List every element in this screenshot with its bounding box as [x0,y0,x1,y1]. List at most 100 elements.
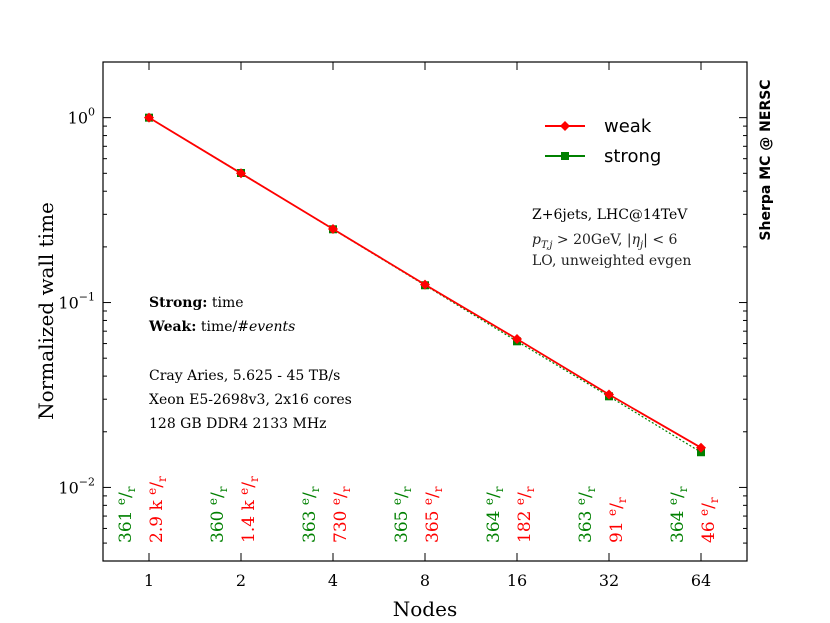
cuts-rest1: > 20GeV, | [552,232,631,248]
rate-weak-unit-slash: / [147,482,167,488]
legend: weak strong [545,116,661,167]
rate-strong-unit-num: e [666,498,680,505]
rate-weak: 365 e/r [421,486,445,543]
rate-strong-unit-num: e [574,498,588,505]
cuts-eta-sub: j [638,240,643,251]
rate-weak-value: 91 [607,516,627,543]
rate-weak-unit-slash: / [607,503,627,509]
y-tick-base: 10 [68,109,88,128]
rate-weak-unit-num: e [421,498,435,505]
cuts-rest2: | < 6 [643,232,677,248]
rate-strong-unit-den: r [584,486,598,492]
rate-weak-unit-num: e [145,488,159,495]
y-tick-exponent: −1 [79,291,95,304]
rate-strong-value: 363 [576,505,596,543]
rate-weak-unit-num: e [513,498,527,505]
rate-strong-unit-den: r [308,486,322,492]
x-tick-label: 1 [144,571,154,590]
rate-weak-value: 182 [515,505,535,543]
rate-weak-unit-den: r [431,486,445,492]
x-tick-label: 16 [507,571,527,590]
rate-weak-value: 730 [331,505,351,543]
rate-weak-unit-slash: / [239,482,259,488]
x-tick-label: 2 [236,571,246,590]
x-tick-label: 32 [599,571,619,590]
rate-strong-unit-slash: / [300,492,320,498]
rate-strong: 363 e/r [298,486,322,543]
rate-strong-unit-num: e [298,498,312,505]
series-layer [144,112,706,457]
rate-strong-unit-num: e [390,498,404,505]
hardware-line-1: Cray Aries, 5.625 - 45 TB/s [149,368,340,384]
rate-strong-unit-den: r [216,486,230,492]
rate-strong-unit-num: e [206,498,220,505]
rate-weak-unit-slash: / [699,503,719,509]
rate-weak-unit-den: r [707,497,721,503]
metric-weak-italic: #events [237,319,295,335]
rate-weak-unit-num: e [237,488,251,495]
rate-strong-value: 365 [392,505,412,543]
y-tick-label: 10−1 [58,291,95,313]
mode-label: LO, unweighted evgen [532,253,691,269]
y-axis-label: Normalized wall time [34,202,58,420]
rate-strong: 363 e/r [574,486,598,543]
rate-weak: 91 e/r [605,497,629,543]
y-tick-exponent: −2 [79,475,95,488]
hardware-line-2: Xeon E5-2698v3, 2x16 cores [149,392,352,408]
metric-weak-bold: Weak: [148,319,196,335]
series-weak-point [420,279,430,290]
cuts-p-sub: T,j [541,240,552,251]
rate-strong-value: 360 [208,505,228,543]
metric-weak: Weak: time/#events [148,319,295,335]
metric-strong: Strong: time [149,295,244,311]
rate-strong-value: 363 [300,505,320,543]
rate-weak-unit-den: r [615,497,629,503]
y-tick-label: 100 [68,106,95,128]
metric-weak-text: time/ [196,319,237,335]
rate-weak-value: 46 [699,516,719,543]
rate-strong-unit-slash: / [392,492,412,498]
rate-weak-unit-den: r [523,486,537,492]
rate-strong-unit-den: r [492,486,506,492]
rate-strong: 364 e/r [482,486,506,543]
rate-weak: 2.9 k e/r [145,476,169,543]
metric-strong-bold: Strong: [149,295,207,311]
y-tick-base: 10 [58,294,78,313]
rate-strong-unit-slash: / [576,492,596,498]
rate-weak: 730 e/r [329,486,353,543]
series-weak-point [604,389,614,400]
legend-strong-marker [561,152,569,160]
cuts-eta: η [632,232,641,248]
rate-strong-unit-slash: / [208,492,228,498]
rate-strong-unit-den: r [400,486,414,492]
rate-strong-value: 364 [668,505,688,543]
rate-strong: 360 e/r [206,486,230,543]
rate-weak-unit-den: r [155,476,169,482]
rate-weak-value: 365 [423,505,443,543]
series-weak-point [328,223,338,234]
rate-weak-unit-slash: / [515,492,535,498]
rate-weak-unit-slash: / [423,492,443,498]
legend-weak-marker [560,121,570,131]
rate-strong: 364 e/r [666,486,690,543]
rate-weak-unit-den: r [339,486,353,492]
x-tick-label: 4 [328,571,338,590]
x-axis: 1 2 4 8 16 32 64 [144,62,711,590]
rate-weak-unit-num: e [329,498,343,505]
process-title: Z+6jets, LHC@14TeV [532,207,688,223]
rate-strong-unit-slash: / [116,492,136,498]
rate-strong-unit-den: r [676,486,690,492]
x-axis-label: Nodes [393,597,457,621]
series-weak-point [696,442,706,453]
x-tick-label: 8 [420,571,430,590]
series-weak-point [144,112,154,123]
rate-strong-unit-num: e [114,498,128,505]
rate-weak-unit-num: e [605,509,619,516]
y-tick-base: 10 [58,478,78,497]
rate-weak-unit-slash: / [331,492,351,498]
hardware-line-3: 128 GB DDR4 2133 MHz [149,416,326,432]
series-weak-point [236,168,246,179]
rate-weak-unit-den: r [247,476,261,482]
rate-strong-value: 364 [484,505,504,543]
